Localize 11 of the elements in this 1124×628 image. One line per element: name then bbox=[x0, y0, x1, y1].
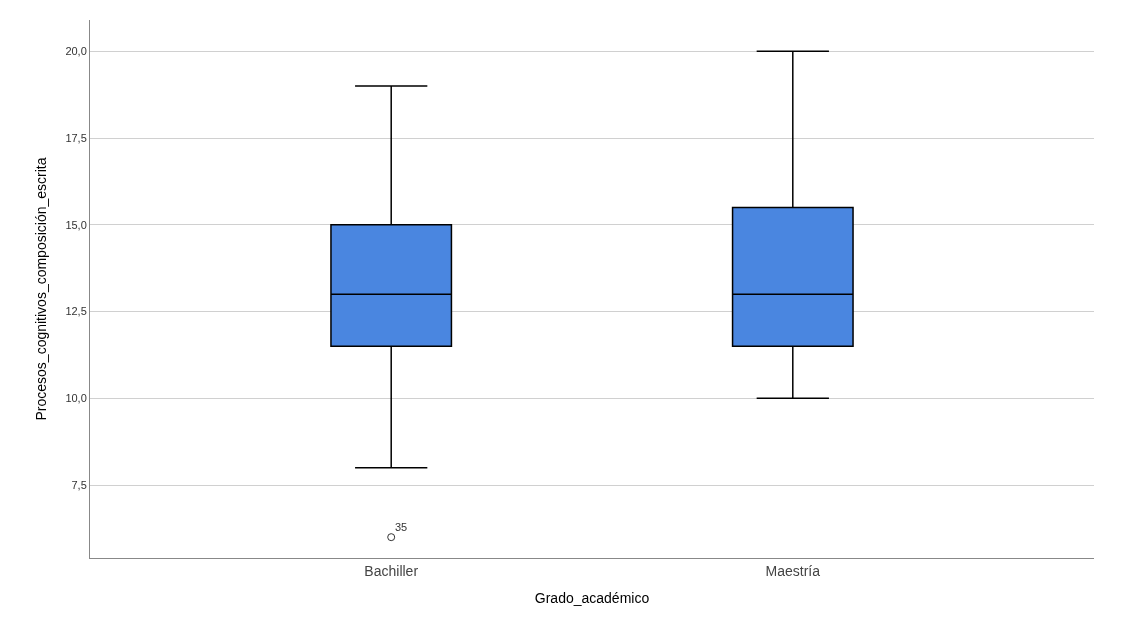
annotation: 35 bbox=[395, 521, 408, 533]
y-tick-label: 20,0 bbox=[65, 45, 87, 58]
y-tick-label: 10,0 bbox=[65, 392, 87, 405]
y-tick-label: 17,5 bbox=[65, 131, 87, 144]
x-tick-label: Bachiller bbox=[364, 562, 419, 579]
y-tick-label: 7,5 bbox=[71, 478, 87, 491]
y-tick-label: 12,5 bbox=[65, 305, 87, 318]
y-tick-label: 15,0 bbox=[65, 218, 87, 231]
y-axis-title: Procesos_cognitivos_composición_escrita bbox=[32, 157, 49, 421]
x-tick-label: Maestría bbox=[765, 562, 821, 579]
x-axis-title: Grado_académico bbox=[534, 590, 650, 607]
